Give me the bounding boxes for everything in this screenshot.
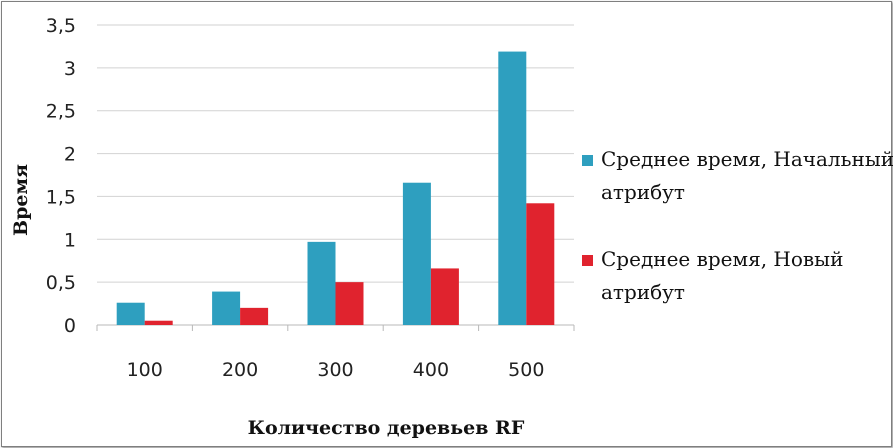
y-tick-label: 3,5	[46, 15, 76, 37]
x-tick-label: 500	[508, 359, 544, 381]
bar-series-1-500	[498, 51, 527, 325]
gridlines	[96, 24, 575, 331]
bars	[116, 51, 555, 325]
y-tick-label: 2	[64, 144, 76, 166]
y-axis-title: Время	[10, 164, 32, 236]
legend-label: атрибут	[601, 280, 685, 304]
bar-series-2-100	[144, 320, 173, 325]
bar-series-2-400	[430, 268, 459, 325]
legend-swatch	[582, 255, 593, 266]
legend-label: Среднее время, Начальный	[601, 147, 893, 171]
bar-series-1-100	[116, 302, 145, 325]
bar-series-2-300	[335, 282, 364, 325]
bar-series-1-400	[402, 182, 431, 325]
bar-series-2-500	[526, 203, 555, 325]
y-tick-label: 2,5	[46, 101, 76, 123]
bar-series-2-200	[240, 307, 269, 325]
bar-series-1-200	[212, 291, 241, 325]
bar-series-1-300	[307, 241, 336, 325]
x-axis-title: Количество деревьев RF	[248, 417, 525, 439]
y-tick-label: 1,5	[46, 186, 76, 208]
y-tick-label: 1	[64, 229, 76, 251]
x-tick-label: 300	[317, 359, 353, 381]
legend-swatch	[582, 155, 593, 166]
legend-label: Среднее время, Новый	[601, 247, 843, 271]
x-tick-label: 100	[127, 359, 163, 381]
y-axis-ticks: 0 0,5 1 1,5 2 2,5 3 3,5	[46, 15, 76, 337]
x-axis-ticks: 100 200 300 400 500	[127, 359, 545, 381]
x-tick-label: 200	[222, 359, 258, 381]
x-tick-label: 400	[413, 359, 449, 381]
y-tick-label: 0	[64, 315, 76, 337]
legend-label: атрибут	[601, 180, 685, 204]
y-tick-label: 0,5	[46, 272, 76, 294]
y-tick-label: 3	[64, 58, 76, 80]
legend: Среднее время, Начальный атрибут Среднее в…	[582, 147, 893, 304]
